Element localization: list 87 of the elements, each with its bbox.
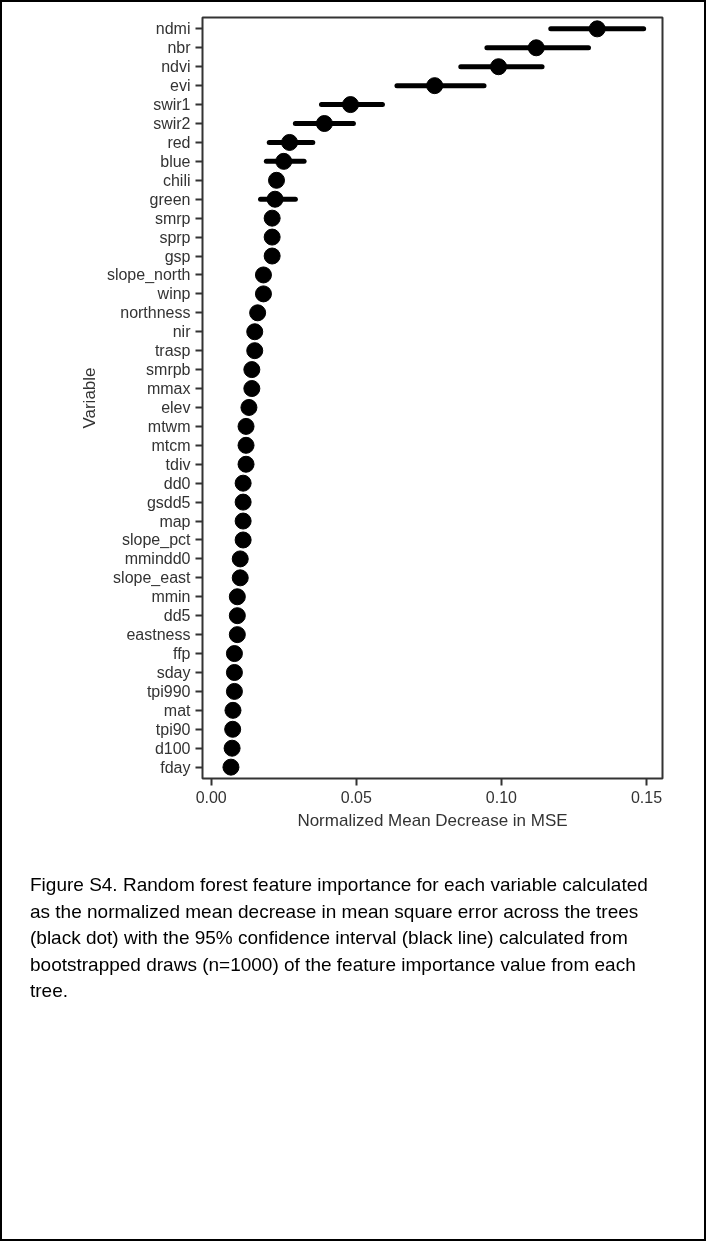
point [263,228,281,246]
y-tick-label: eastness [126,626,191,644]
point [228,588,246,606]
point [240,398,258,416]
y-tick-label: northness [120,304,191,322]
point [243,361,261,379]
point [490,58,508,76]
y-tick-label: ffp [173,645,191,663]
y-tick-label: mmin [151,588,191,606]
y-tick-label: mat [163,701,192,719]
y-tick-label: dd5 [163,607,191,625]
point [228,626,246,644]
point [237,436,255,454]
point [225,645,243,663]
point [246,323,264,341]
caption: Figure S4. Random forest feature importance for each variable calculated as the normalized mean decrease in mean square error across the trees (black dot) with the 95% confidence interval (black line) calculated from bootstrapped draws (n=1000) of the feature importance value from each tree. [30,873,649,1004]
point [246,342,264,360]
y-tick-label: sday [156,663,191,681]
point [225,664,243,681]
point [266,190,284,208]
y-tick-label: slope_east [113,569,192,588]
point [263,247,281,265]
y-tick-label: fday [160,758,191,776]
point [234,474,252,492]
y-tick-label: mtwm [147,417,191,435]
y-tick-label: sprp [159,228,191,246]
x-tick-label: 0.15 [630,788,663,806]
y-tick-label: red [167,133,191,151]
y-tick-label: mmindd0 [124,550,191,568]
y-tick-label: blue [160,152,191,170]
y-axis-title: Variable [79,367,99,429]
point [224,720,242,738]
point [224,701,242,719]
y-tick-label: slope_pct [122,531,192,550]
y-tick-label: mmax [146,380,191,398]
y-tick-label: nir [172,323,192,341]
point [225,682,243,700]
point [254,285,272,303]
y-tick-label: map [159,512,191,530]
point [243,380,261,398]
point [342,96,360,114]
y-tick-label: tdiv [165,455,191,473]
y-tick-label: tpi990 [146,682,191,700]
y-tick-label: elev [161,398,191,416]
y-tick-label: mtcm [151,436,191,454]
y-tick-label: winp [156,285,191,303]
point [426,77,444,95]
point [263,209,281,227]
x-tick-label: 0.00 [195,788,227,806]
point [228,607,246,625]
y-tick-label: smrpb [146,361,191,379]
y-tick-label: smrp [154,209,191,227]
point [588,20,606,38]
y-tick-label: gsdd5 [146,493,191,511]
point [234,493,252,511]
point [237,417,255,435]
y-tick-label: tpi90 [155,720,191,738]
point [254,266,272,284]
point [315,115,333,132]
y-tick-label: ndvi [161,58,191,76]
y-tick-label: evi [170,77,191,95]
y-tick-label: d100 [154,739,191,757]
y-tick-label: swir1 [153,96,191,114]
y-tick-label: green [149,190,191,208]
point [281,133,299,151]
point [527,39,545,57]
y-tick-label: gsp [164,247,191,265]
y-tick-label: slope_north [106,266,191,285]
y-tick-label: ndmi [155,20,191,38]
point [275,152,293,170]
point [249,304,267,322]
y-tick-label: dd0 [163,474,191,492]
y-tick-label: trasp [154,342,191,360]
point [237,455,255,473]
point [223,739,241,757]
point [231,550,249,568]
y-tick-label: nbr [167,39,192,57]
x-tick-label: 0.05 [340,788,372,806]
y-tick-label: swir2 [153,115,191,133]
point [268,171,286,189]
point [234,531,252,549]
x-axis-title: Normalized Mean Decrease in MSE [297,810,568,830]
point [222,758,240,776]
y-tick-label: chili [162,171,191,189]
x-tick-label: 0.10 [485,788,518,806]
point [231,569,249,587]
point [234,512,252,530]
